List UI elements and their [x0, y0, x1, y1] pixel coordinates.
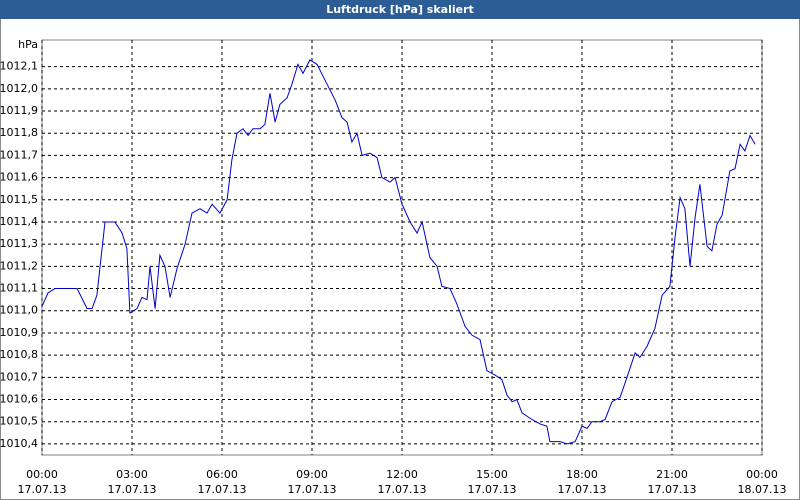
x-tick-date: 18.07.13 — [738, 483, 787, 496]
y-tick-label: 1010,9 — [0, 326, 38, 339]
x-tick-date: 17.07.13 — [108, 483, 157, 496]
x-tick-label: 15:00 — [476, 468, 508, 481]
x-tick-label: 18:00 — [566, 468, 598, 481]
y-axis-label: hPa — [18, 38, 38, 51]
y-tick-label: 1011,1 — [0, 282, 38, 295]
y-tick-label: 1011,9 — [0, 104, 38, 117]
x-tick-label: 21:00 — [656, 468, 688, 481]
y-tick-label: 1011,2 — [0, 259, 38, 272]
x-tick-label: 09:00 — [296, 468, 328, 481]
y-tick-label: 1011,8 — [0, 126, 38, 139]
x-tick-label: 00:00 — [26, 468, 58, 481]
plot-area — [41, 39, 763, 456]
y-tick-label: 1011,4 — [0, 215, 38, 228]
x-tick-date: 17.07.13 — [288, 483, 337, 496]
y-tick-label: 1012,0 — [0, 82, 38, 95]
y-tick-label: 1012,1 — [0, 60, 38, 73]
x-tick-date: 17.07.13 — [378, 483, 427, 496]
y-tick-label: 1010,5 — [0, 415, 38, 428]
data-line — [41, 59, 756, 445]
y-tick-label: 1011,5 — [0, 193, 38, 206]
y-tick-label: 1011,0 — [0, 304, 38, 317]
y-tick-label: 1010,4 — [0, 437, 38, 450]
x-tick-label: 03:00 — [116, 468, 148, 481]
x-tick-date: 17.07.13 — [18, 483, 67, 496]
y-tick-label: 1011,3 — [0, 237, 38, 250]
y-tick-label: 1011,7 — [0, 148, 38, 161]
x-tick-date: 17.07.13 — [648, 483, 697, 496]
y-tick-label: 1011,6 — [0, 171, 38, 184]
chart-title: Luftdruck [hPa] skaliert — [326, 3, 474, 16]
x-tick-label: 00:00 — [746, 468, 778, 481]
y-tick-label: 1010,7 — [0, 370, 38, 383]
y-tick-label: 1010,8 — [0, 348, 38, 361]
x-tick-date: 17.07.13 — [198, 483, 247, 496]
title-bar — [0, 0, 800, 19]
x-tick-date: 17.07.13 — [468, 483, 517, 496]
y-tick-label: 1010,6 — [0, 393, 38, 406]
x-tick-label: 06:00 — [206, 468, 238, 481]
x-tick-label: 12:00 — [386, 468, 418, 481]
x-tick-date: 17.07.13 — [558, 483, 607, 496]
